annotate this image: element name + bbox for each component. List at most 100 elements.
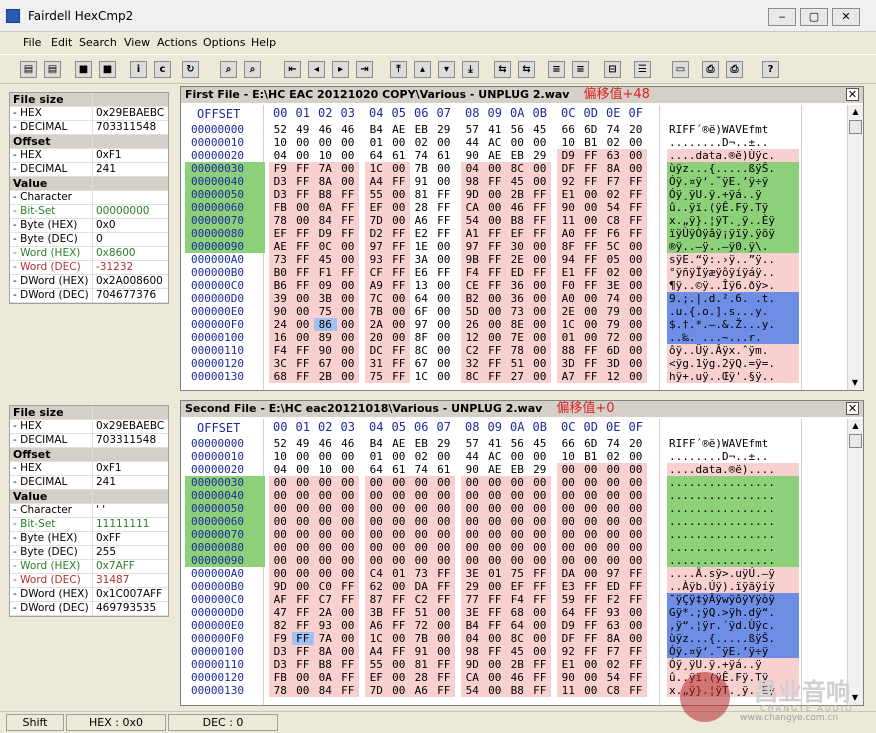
hex-byte[interactable]: 8A bbox=[602, 162, 625, 175]
hex-byte[interactable]: 00 bbox=[432, 528, 455, 541]
hex-byte[interactable]: 7E bbox=[506, 331, 529, 344]
hex-byte[interactable]: 6F bbox=[414, 305, 428, 318]
hex-byte[interactable]: 00 bbox=[624, 606, 647, 619]
hex-byte[interactable]: F9 bbox=[269, 162, 292, 175]
hex-byte[interactable]: 00 bbox=[336, 175, 359, 188]
hex-byte[interactable]: FF bbox=[336, 593, 359, 606]
hex-byte[interactable]: 09 bbox=[314, 279, 337, 292]
hex-byte[interactable]: 74 bbox=[414, 149, 428, 162]
hex-byte[interactable]: FF bbox=[336, 580, 359, 593]
hex-byte[interactable]: 00 bbox=[341, 450, 355, 463]
hex-byte[interactable]: 57 bbox=[465, 437, 479, 450]
hex-byte[interactable]: 00 bbox=[437, 162, 451, 175]
hex-byte[interactable]: 00 bbox=[432, 489, 455, 502]
hex-byte[interactable]: 00 bbox=[432, 606, 455, 619]
hex-byte[interactable]: 10 bbox=[561, 450, 575, 463]
hex-byte[interactable]: 00 bbox=[387, 515, 410, 528]
hex-byte[interactable]: 3E bbox=[461, 606, 484, 619]
hex-byte[interactable]: EF bbox=[506, 227, 529, 240]
hex-byte[interactable]: 93 bbox=[602, 606, 625, 619]
hex-byte[interactable]: FF bbox=[483, 370, 506, 383]
hex-byte[interactable]: FF bbox=[291, 162, 314, 175]
prev-diff-icon[interactable]: ◂ bbox=[308, 61, 325, 78]
hex-byte[interactable]: 00 bbox=[624, 632, 647, 645]
hex-byte[interactable]: 00 bbox=[437, 370, 451, 383]
hex-byte[interactable]: FF bbox=[291, 175, 314, 188]
hex-byte[interactable]: AE bbox=[488, 149, 502, 162]
stop-icon[interactable]: ■ bbox=[75, 61, 92, 78]
hex-byte[interactable]: 16 bbox=[269, 331, 292, 344]
hex-byte[interactable]: FF bbox=[291, 606, 314, 619]
hex-byte[interactable]: 55 bbox=[365, 658, 388, 671]
hex-byte[interactable]: FF bbox=[579, 370, 602, 383]
hex-byte[interactable]: 6D bbox=[602, 344, 625, 357]
hex-byte[interactable]: 00 bbox=[296, 463, 310, 476]
hex-byte[interactable]: 00 bbox=[557, 476, 580, 489]
hex-byte[interactable]: 00 bbox=[318, 136, 332, 149]
hex-byte[interactable]: FF bbox=[387, 279, 410, 292]
hex-byte[interactable]: 00 bbox=[624, 541, 647, 554]
hex-byte[interactable]: 62 bbox=[365, 580, 388, 593]
hex-byte[interactable]: 00 bbox=[291, 214, 314, 227]
hex-byte[interactable]: A6 bbox=[410, 684, 433, 697]
hex-byte[interactable]: 00 bbox=[624, 554, 647, 567]
hex-byte[interactable]: DF bbox=[557, 632, 580, 645]
hex-byte[interactable]: AE bbox=[392, 437, 406, 450]
hex-byte[interactable]: FF bbox=[528, 580, 551, 593]
hex-byte[interactable]: B8 bbox=[506, 214, 529, 227]
hex-byte[interactable]: 00 bbox=[483, 684, 506, 697]
hex-byte[interactable]: 00 bbox=[579, 214, 602, 227]
hex-byte[interactable]: A6 bbox=[365, 619, 388, 632]
hex-byte[interactable]: 3D bbox=[602, 357, 625, 370]
hex-byte[interactable]: 97 bbox=[602, 567, 625, 580]
hex-byte[interactable]: 00 bbox=[336, 318, 359, 331]
hex-byte[interactable]: FF bbox=[579, 175, 602, 188]
hex-byte[interactable]: E3 bbox=[557, 580, 580, 593]
hex-byte[interactable]: 8F bbox=[557, 240, 580, 253]
hex-byte[interactable]: B1 bbox=[584, 450, 598, 463]
hex-byte[interactable]: 00 bbox=[528, 515, 551, 528]
hex-byte[interactable]: FF bbox=[624, 201, 647, 214]
hex-byte[interactable]: 00 bbox=[624, 489, 647, 502]
close-pane-icon[interactable]: ✕ bbox=[846, 402, 859, 415]
hex-byte[interactable]: 00 bbox=[461, 476, 484, 489]
hex-byte[interactable]: EF bbox=[506, 580, 529, 593]
hex-byte[interactable]: 75 bbox=[506, 567, 529, 580]
hex-byte[interactable]: 00 bbox=[336, 357, 359, 370]
hex-byte[interactable]: 10 bbox=[273, 136, 287, 149]
hex-byte[interactable]: 00 bbox=[387, 214, 410, 227]
hex-byte[interactable]: 79 bbox=[602, 305, 625, 318]
open-file-icon[interactable]: ▤ bbox=[20, 61, 37, 78]
hex-byte[interactable]: 74 bbox=[414, 463, 428, 476]
hex-byte[interactable]: 61 bbox=[392, 463, 406, 476]
hex-byte[interactable]: 00 bbox=[624, 619, 647, 632]
hex-byte[interactable]: 29 bbox=[437, 437, 451, 450]
hex-byte[interactable]: 00 bbox=[528, 253, 551, 266]
hex-byte[interactable]: 8C bbox=[506, 162, 529, 175]
hex-byte[interactable]: 54 bbox=[461, 684, 484, 697]
hex-byte[interactable]: FF bbox=[483, 266, 506, 279]
hex-byte[interactable]: 88 bbox=[557, 344, 580, 357]
hex-byte[interactable]: 20 bbox=[629, 123, 643, 136]
hex-byte[interactable]: 00 bbox=[602, 554, 625, 567]
hex-byte[interactable]: 00 bbox=[392, 450, 406, 463]
hex-byte[interactable]: F7 bbox=[602, 175, 625, 188]
hex-byte[interactable]: 00 bbox=[483, 515, 506, 528]
hex-byte[interactable]: EF bbox=[269, 227, 292, 240]
hex-byte[interactable]: FF bbox=[432, 671, 455, 684]
sync2-icon[interactable]: ⇆ bbox=[518, 61, 535, 78]
hex-byte[interactable]: AE bbox=[269, 240, 292, 253]
hex-byte[interactable]: FF bbox=[387, 593, 410, 606]
hex-byte[interactable]: 00 bbox=[579, 684, 602, 697]
hex-byte[interactable]: 64 bbox=[506, 619, 529, 632]
hex-byte[interactable]: 00 bbox=[528, 489, 551, 502]
hex-byte[interactable]: EF bbox=[365, 201, 388, 214]
scroll-thumb[interactable] bbox=[849, 434, 862, 448]
hex-byte[interactable]: 00 bbox=[437, 357, 451, 370]
hex-byte[interactable]: 82 bbox=[269, 619, 292, 632]
hex-byte[interactable]: 00 bbox=[483, 632, 506, 645]
hex-byte[interactable]: 00 bbox=[483, 671, 506, 684]
hex-byte[interactable]: 91 bbox=[410, 645, 433, 658]
hex-byte[interactable]: FF bbox=[528, 567, 551, 580]
hex-byte[interactable]: FF bbox=[624, 580, 647, 593]
